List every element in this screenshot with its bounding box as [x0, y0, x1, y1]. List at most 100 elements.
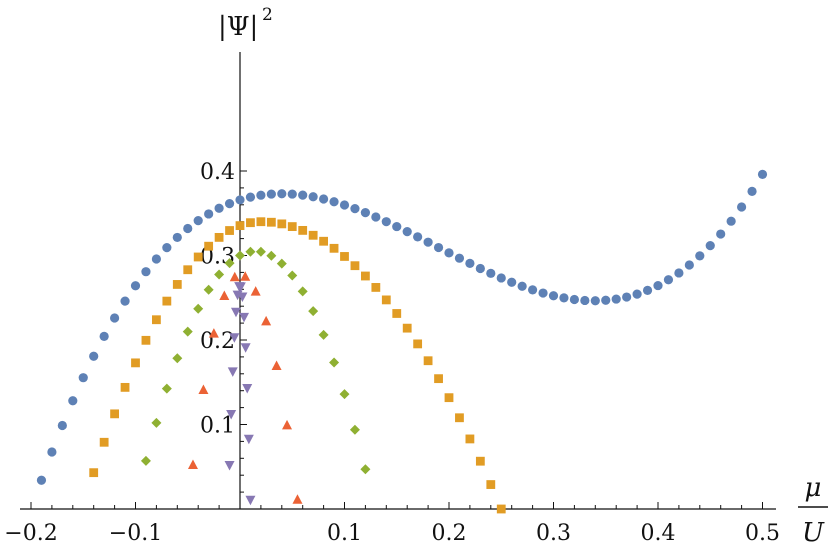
data-point [402, 227, 412, 237]
data-point [162, 296, 172, 306]
data-point [229, 333, 240, 343]
data-point [747, 186, 757, 197]
x-ticks: −0.2 −0.1 0.1 0.2 0.3 0.4 0.5 [4, 502, 780, 546]
x-tick-label: 0.1 [327, 521, 362, 546]
data-point [455, 413, 464, 423]
data-point [601, 295, 611, 305]
data-point [444, 248, 454, 258]
data-point [141, 267, 151, 277]
data-point [246, 218, 255, 228]
data-point [193, 252, 203, 262]
data-point [381, 295, 391, 305]
data-point [120, 382, 130, 392]
x-tick-label: −0.1 [109, 521, 162, 546]
series-diamond [140, 246, 371, 475]
data-point [266, 250, 277, 261]
data-point [214, 203, 224, 213]
data-point [235, 250, 245, 261]
data-point [329, 243, 339, 253]
y-axis-title-base: |Ψ| [218, 12, 258, 42]
data-point [47, 447, 57, 457]
data-point [36, 475, 47, 485]
x-axis-title: μ U [798, 473, 828, 548]
data-point [224, 199, 235, 209]
data-point [226, 409, 237, 420]
data-point [475, 263, 485, 274]
data-point [360, 208, 370, 218]
y-tick-label: 0.1 [200, 414, 235, 439]
data-point [243, 434, 254, 445]
series-triangle-up [187, 271, 303, 504]
data-point [237, 292, 248, 303]
data-point [266, 217, 276, 227]
data-point [225, 226, 234, 235]
data-point [349, 424, 360, 435]
data-point [214, 269, 225, 280]
data-point [298, 225, 308, 235]
data-point [684, 260, 694, 270]
data-point [611, 294, 621, 304]
data-point [590, 296, 600, 306]
data-point [538, 288, 548, 298]
data-point [350, 204, 360, 214]
data-point [172, 353, 183, 364]
data-point [219, 290, 230, 301]
data-point [559, 293, 569, 303]
x-tick-label: −0.2 [4, 521, 57, 546]
data-point [292, 494, 303, 504]
series-circle [36, 169, 768, 485]
data-point [229, 271, 240, 282]
data-point [674, 268, 684, 278]
data-point [227, 367, 238, 377]
data-point [110, 409, 119, 419]
data-point [198, 384, 209, 394]
data-point [193, 303, 204, 314]
data-point [183, 265, 193, 275]
data-point [120, 296, 130, 306]
data-point [444, 393, 454, 403]
data-point [569, 294, 580, 305]
x-tick-label: 0.4 [641, 521, 676, 546]
data-point [99, 331, 109, 341]
data-point [230, 307, 241, 318]
data-point [486, 480, 496, 489]
data-point [245, 192, 256, 202]
data-point [235, 282, 246, 292]
data-point [187, 459, 198, 470]
data-point [319, 236, 328, 246]
data-point [89, 468, 99, 478]
data-point [716, 229, 726, 239]
data-point [183, 223, 193, 234]
y-axis-title: |Ψ| 2 [218, 5, 273, 42]
data-point [255, 246, 266, 257]
data-point [172, 280, 182, 289]
data-point [434, 374, 443, 384]
data-point [162, 242, 172, 253]
y-tick-label: 0.4 [200, 160, 235, 185]
data-point [413, 232, 423, 242]
data-point [318, 329, 329, 340]
data-point [757, 169, 768, 179]
data-point [350, 261, 360, 271]
data-point [371, 212, 381, 222]
data-point [203, 284, 214, 295]
data-point [632, 289, 642, 299]
data-point [204, 241, 214, 251]
data-point [240, 343, 251, 353]
y-tick-label: 0.2 [200, 329, 235, 354]
data-point [68, 396, 78, 406]
data-point [695, 251, 705, 261]
data-point [245, 246, 256, 257]
data-point [361, 271, 370, 281]
data-point [287, 270, 298, 281]
data-point [308, 306, 319, 317]
data-point [297, 286, 308, 297]
data-point [496, 504, 506, 514]
series-square [89, 217, 506, 514]
data-point [475, 456, 485, 466]
data-point [204, 209, 214, 219]
data-point [261, 315, 272, 326]
data-point [340, 252, 349, 261]
data-point [454, 253, 465, 263]
data-point [131, 358, 140, 368]
